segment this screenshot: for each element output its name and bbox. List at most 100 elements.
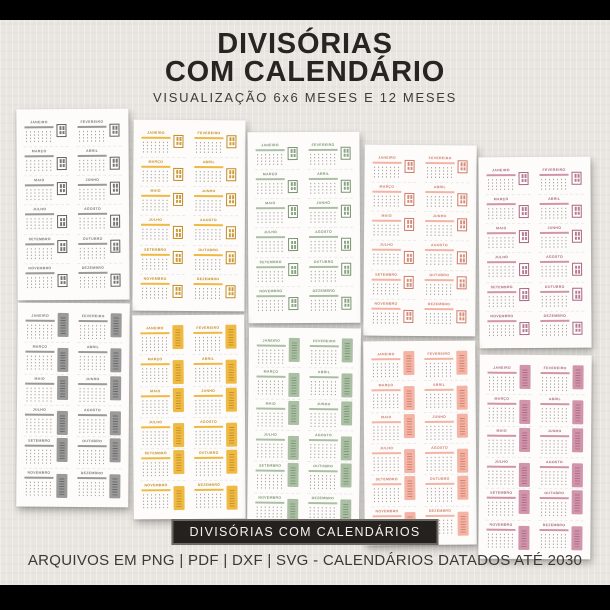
tab-column bbox=[223, 386, 237, 416]
tab-digit-mark bbox=[461, 253, 464, 258]
year-tab bbox=[571, 171, 582, 185]
year-tab bbox=[340, 146, 351, 160]
year-tab bbox=[518, 463, 530, 488]
month-header-band bbox=[194, 488, 223, 491]
day-number-grid bbox=[539, 206, 569, 221]
month-header-band bbox=[25, 319, 55, 322]
tab-digit-mark bbox=[343, 211, 346, 216]
month-label: JANEIRO bbox=[146, 130, 165, 135]
day-number-grid bbox=[486, 532, 516, 548]
year-tab bbox=[172, 134, 183, 148]
tab-column bbox=[170, 355, 184, 385]
divider-unit: MARÇO bbox=[370, 182, 416, 213]
header: DIVISÓRIAS COM CALENDÁRIO VISUALIZAÇÃO 6… bbox=[0, 30, 610, 106]
tab-digit-mark bbox=[293, 245, 296, 249]
divider-unit: JUNHO bbox=[423, 212, 469, 242]
tab-digit-mark bbox=[524, 295, 527, 299]
month-header-band bbox=[77, 445, 107, 448]
tab-digit-mark bbox=[577, 290, 580, 294]
month-label: AGOSTO bbox=[546, 255, 563, 260]
year-tab bbox=[341, 296, 352, 310]
month-header-band bbox=[193, 253, 223, 256]
year-tab bbox=[56, 375, 68, 400]
tab-column bbox=[454, 271, 468, 299]
divider-unit: ABRIL bbox=[538, 194, 584, 225]
year-tab bbox=[571, 204, 582, 218]
divider-unit: JUNHO bbox=[192, 386, 238, 418]
divider-unit: MARÇO bbox=[139, 355, 185, 387]
tab-digit-mark bbox=[574, 294, 577, 299]
tab-digit-mark bbox=[62, 222, 65, 226]
day-number-grid bbox=[141, 140, 170, 154]
year-tab bbox=[403, 449, 415, 474]
tab-digit-mark bbox=[230, 228, 233, 233]
mini-calendar: SETEMBRO bbox=[486, 489, 517, 520]
divider-unit: MARÇO bbox=[24, 342, 70, 375]
month-header-band bbox=[256, 207, 285, 210]
tab-digit-mark bbox=[111, 125, 114, 130]
tab-digit-mark bbox=[462, 195, 465, 200]
tab-digit-mark bbox=[343, 153, 346, 157]
divider-grid: JANEIRO FEVEREIRO MARÇO ABRIL MAIO JUNHO JULHO… bbox=[23, 117, 123, 294]
tab-digit-mark bbox=[178, 137, 181, 141]
tab-column bbox=[570, 195, 584, 223]
year-tab bbox=[518, 490, 530, 515]
tab-digit-mark bbox=[290, 182, 293, 186]
tab-digit-mark bbox=[293, 303, 296, 308]
year-tab bbox=[402, 351, 414, 376]
month-label: DEZEMBRO bbox=[427, 301, 450, 307]
tab-digit-mark bbox=[462, 166, 465, 171]
tab-digit-mark bbox=[346, 153, 349, 157]
month-label: JUNHO bbox=[431, 414, 446, 419]
tab-column bbox=[339, 141, 353, 169]
month-header-band bbox=[539, 497, 569, 500]
year-tab bbox=[109, 438, 121, 463]
mini-calendar: MAIO bbox=[140, 187, 171, 215]
divider-unit: ABRIL bbox=[307, 169, 353, 200]
year-tab bbox=[57, 313, 69, 338]
year-tab bbox=[108, 474, 120, 499]
tab-digit-mark bbox=[178, 174, 181, 179]
month-label: MARÇO bbox=[31, 149, 47, 154]
tab-column bbox=[108, 375, 122, 405]
month-label: NOVEMBRO bbox=[373, 301, 398, 306]
month-header-band bbox=[24, 126, 54, 129]
month-label: AGOSTO bbox=[83, 408, 101, 413]
day-number-grid bbox=[24, 159, 54, 173]
tab-digit-mark bbox=[521, 290, 524, 295]
month-label: NOVEMBRO bbox=[489, 522, 513, 527]
tab-digit-mark bbox=[346, 265, 349, 270]
day-number-grid bbox=[140, 286, 169, 300]
divider-unit: MARÇO bbox=[255, 367, 301, 400]
tab-column bbox=[517, 312, 531, 341]
tab-digit-mark bbox=[59, 184, 62, 189]
mini-calendar: OUTUBRO bbox=[77, 437, 108, 468]
month-header-band bbox=[141, 488, 170, 491]
calendar-page-salmon-12-meses: JANEIRO FEVEREIRO MARÇO ABRIL MAIO JUNHO JULHO… bbox=[362, 144, 477, 337]
day-number-grid bbox=[540, 236, 569, 250]
tab-digit-mark bbox=[458, 317, 461, 321]
month-label: JUNHO bbox=[201, 189, 216, 194]
tab-digit-mark bbox=[293, 186, 296, 191]
month-label: OUTUBRO bbox=[82, 236, 103, 241]
tab-digit-mark bbox=[115, 184, 118, 188]
day-number-grid bbox=[487, 469, 516, 485]
tab-column bbox=[570, 364, 584, 394]
day-number-grid bbox=[424, 224, 454, 238]
divider-unit: MARÇO bbox=[485, 195, 531, 225]
tab-digit-mark bbox=[290, 265, 293, 270]
year-tab bbox=[341, 338, 353, 363]
month-header-band bbox=[310, 345, 339, 348]
tab-digit-mark bbox=[62, 159, 65, 163]
divider-unit: DEZEMBRO bbox=[77, 263, 122, 292]
year-tab bbox=[403, 192, 414, 206]
tab-digit-mark bbox=[59, 247, 62, 251]
month-header-band bbox=[486, 203, 516, 206]
tab-digit-mark bbox=[228, 195, 231, 200]
month-header-band bbox=[308, 470, 338, 473]
day-number-grid bbox=[255, 153, 285, 167]
day-number-grid bbox=[24, 130, 54, 144]
mini-calendar: NOVEMBRO bbox=[255, 287, 286, 316]
mini-calendar: JULHO bbox=[24, 406, 55, 437]
tab-column bbox=[401, 271, 415, 299]
